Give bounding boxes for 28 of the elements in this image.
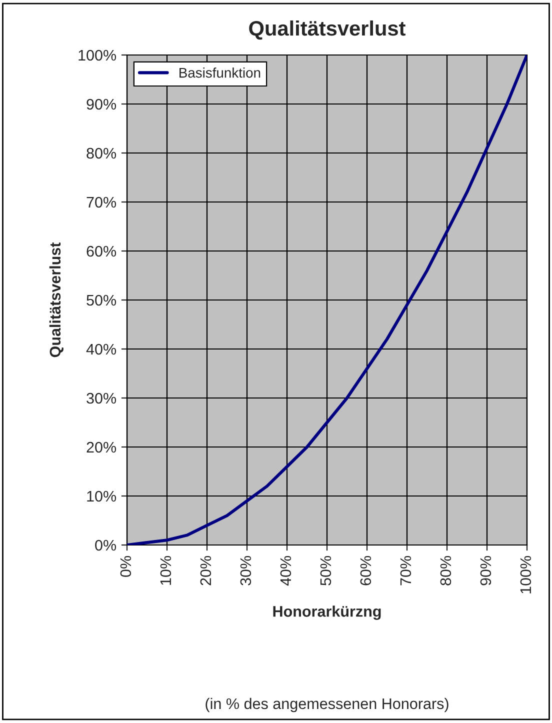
x-tick-label: 50% — [320, 556, 332, 586]
x-tick-label: 60% — [360, 556, 372, 586]
text: (in % des angemessenen Honorars) — [206, 698, 448, 712]
x-tick-label: 40% — [280, 556, 292, 586]
y-tick-label: 80% — [86, 148, 116, 159]
chart-title: Qualitätsverlust — [249, 20, 406, 40]
y-tick-label: 70% — [86, 196, 116, 208]
x-tick-label: 100% — [520, 556, 532, 594]
y-tick-label: 90% — [86, 98, 116, 110]
y-tick-label: 40% — [86, 344, 116, 355]
y-tick-label: 100% — [78, 50, 116, 61]
y-tick-label: 10% — [87, 490, 116, 502]
y-tick-label: 30% — [86, 392, 116, 404]
x-tick-label: 10% — [160, 556, 172, 585]
line-series — [127, 55, 527, 545]
x-tick-label: 0% — [120, 556, 132, 577]
y-tick-label: 0% — [95, 540, 116, 551]
y-tick-label: 60% — [86, 246, 116, 257]
y-tick-label: 20% — [86, 442, 116, 453]
x-axis-title: Honorarkürzng — [273, 606, 381, 620]
x-tick-label: 30% — [240, 556, 252, 586]
y-tick-label: 50% — [86, 294, 116, 306]
y-axis-title: Qualitätsverlust — [49, 242, 64, 358]
x-tick-label: 80% — [440, 556, 452, 586]
legend-label: Basisfunktion — [180, 68, 260, 78]
x-tick-label: 90% — [480, 556, 492, 586]
x-tick-label: 70% — [400, 556, 412, 586]
x-tick-label: 20% — [200, 556, 212, 586]
